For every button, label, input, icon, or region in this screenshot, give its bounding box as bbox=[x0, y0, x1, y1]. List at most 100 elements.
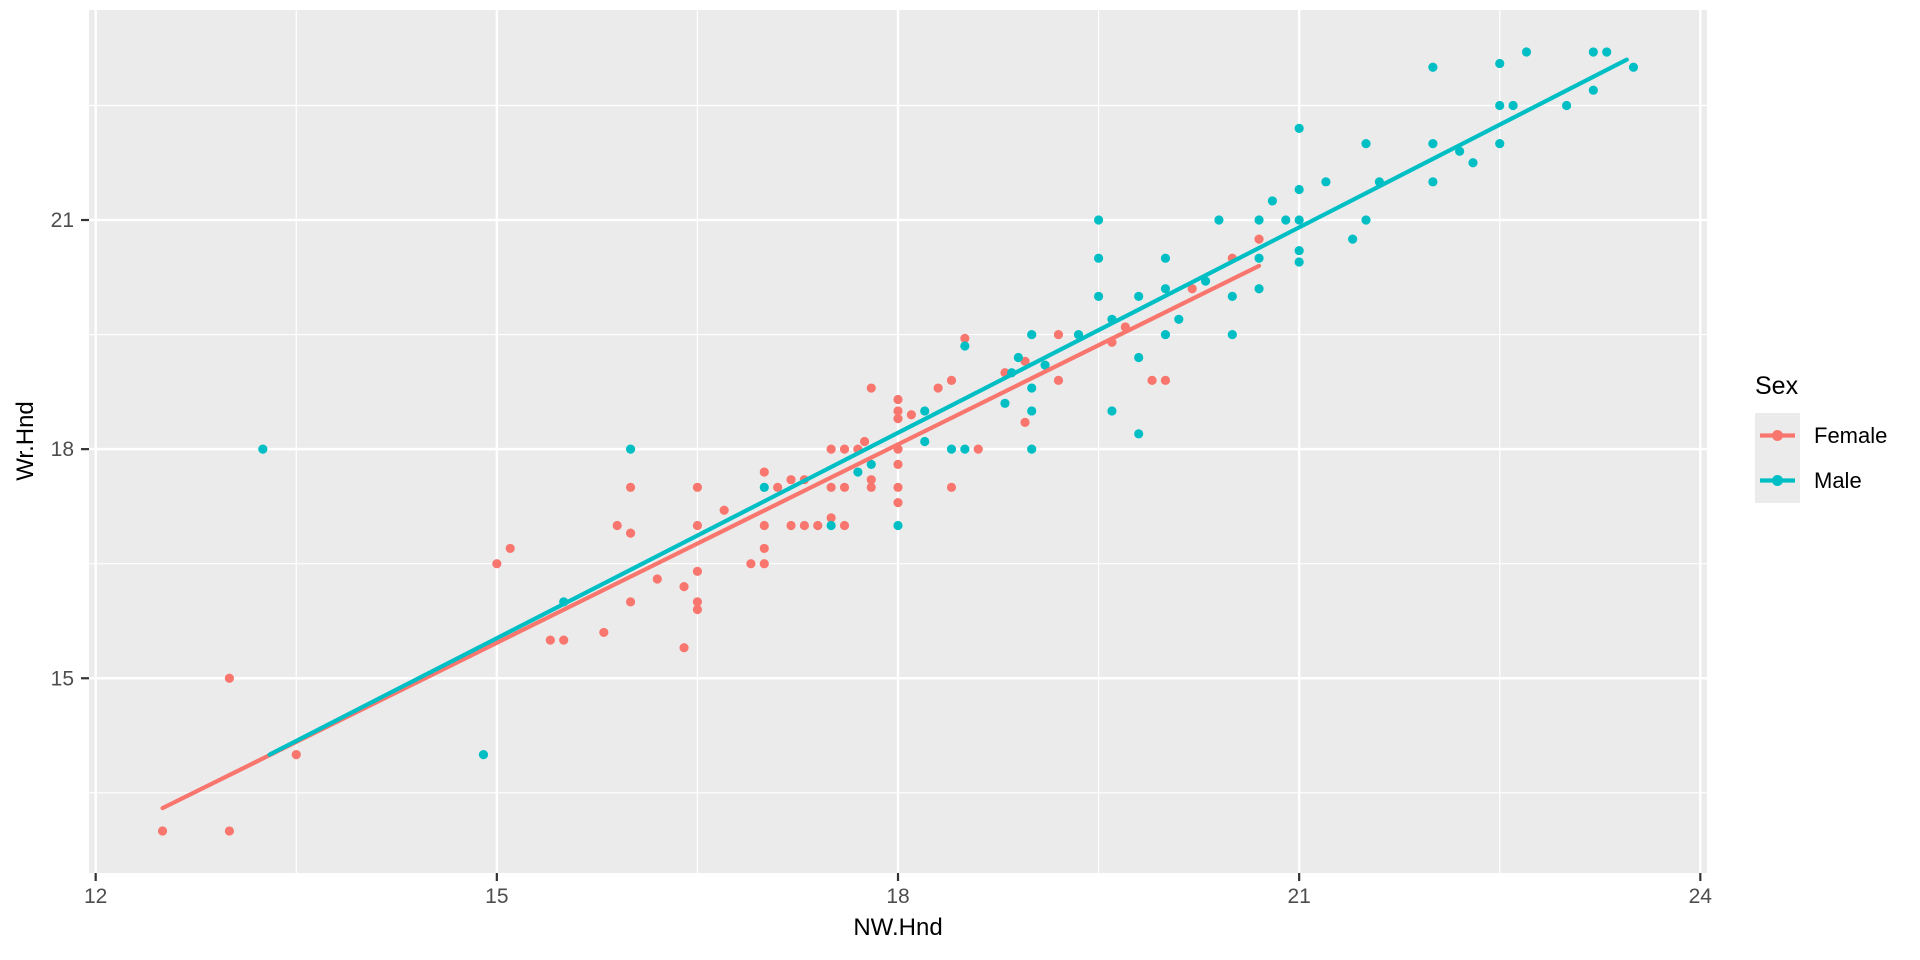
data-point bbox=[1321, 177, 1331, 187]
data-point bbox=[1027, 383, 1037, 393]
data-point bbox=[1521, 47, 1532, 57]
data-point bbox=[1254, 284, 1264, 294]
data-point bbox=[1174, 314, 1184, 324]
data-point bbox=[612, 520, 622, 531]
data-point bbox=[1000, 398, 1010, 408]
data-point bbox=[1027, 444, 1037, 454]
data-point bbox=[1160, 329, 1171, 340]
x-tick-label: 15 bbox=[485, 885, 508, 908]
data-point bbox=[1227, 291, 1237, 301]
data-point bbox=[853, 467, 863, 477]
data-point bbox=[1561, 100, 1572, 111]
data-point bbox=[960, 444, 970, 454]
data-point bbox=[1602, 47, 1612, 57]
data-point bbox=[1348, 234, 1358, 244]
data-point bbox=[224, 826, 235, 836]
y-tick-label: 15 bbox=[51, 667, 74, 690]
data-point bbox=[258, 444, 268, 454]
series-points-female bbox=[157, 234, 1264, 836]
data-point bbox=[946, 444, 957, 454]
data-point bbox=[906, 410, 916, 420]
data-point bbox=[866, 383, 876, 393]
data-point bbox=[679, 643, 689, 653]
data-point bbox=[759, 559, 769, 569]
data-point bbox=[1093, 253, 1104, 263]
data-point bbox=[839, 482, 850, 492]
data-point bbox=[1027, 329, 1037, 340]
data-point bbox=[920, 406, 930, 416]
data-point bbox=[1588, 85, 1598, 95]
data-point bbox=[1361, 215, 1371, 225]
x-tick-label: 12 bbox=[84, 885, 107, 908]
data-point bbox=[1428, 177, 1438, 187]
data-point bbox=[839, 444, 850, 454]
data-point bbox=[1294, 184, 1304, 195]
data-point bbox=[625, 597, 636, 607]
legend-label-male: Male bbox=[1814, 468, 1862, 493]
data-point bbox=[1294, 215, 1304, 225]
x-tick-label: 18 bbox=[886, 885, 909, 908]
data-point bbox=[1254, 253, 1264, 263]
data-point bbox=[625, 528, 636, 538]
data-point bbox=[1020, 417, 1030, 428]
data-point bbox=[946, 375, 957, 386]
data-point bbox=[478, 750, 489, 760]
data-point bbox=[1134, 352, 1144, 363]
y-tick-label: 18 bbox=[51, 438, 74, 461]
data-point bbox=[505, 543, 515, 554]
data-point bbox=[839, 520, 850, 531]
x-axis-tick-labels: 12 15 18 21 24 bbox=[84, 885, 1712, 908]
data-point bbox=[1040, 360, 1050, 370]
data-point bbox=[692, 604, 703, 615]
data-point bbox=[1495, 58, 1505, 69]
data-point bbox=[625, 482, 636, 492]
data-point bbox=[1267, 196, 1278, 206]
data-point bbox=[1093, 215, 1104, 225]
data-point bbox=[933, 383, 943, 393]
data-point bbox=[893, 413, 903, 424]
data-point bbox=[759, 543, 769, 554]
data-point bbox=[1134, 429, 1144, 439]
data-point bbox=[893, 497, 903, 508]
data-point bbox=[786, 475, 796, 485]
data-point bbox=[1027, 406, 1037, 416]
data-point bbox=[599, 627, 609, 638]
data-point bbox=[826, 444, 836, 454]
data-point bbox=[1187, 284, 1197, 294]
data-point bbox=[759, 520, 769, 531]
data-point bbox=[1588, 47, 1598, 57]
data-point bbox=[946, 482, 957, 492]
data-point bbox=[1160, 253, 1171, 263]
data-point bbox=[625, 444, 636, 454]
data-point bbox=[1147, 375, 1157, 386]
data-point bbox=[157, 826, 168, 836]
data-point bbox=[545, 635, 555, 645]
data-point bbox=[1053, 329, 1064, 340]
legend-entry-male: Male bbox=[1755, 458, 1887, 503]
legend-title: Sex bbox=[1755, 372, 1799, 400]
data-point bbox=[492, 559, 502, 569]
data-point bbox=[1455, 146, 1465, 156]
axis-tick-marks bbox=[81, 218, 1702, 881]
data-point bbox=[1495, 100, 1505, 111]
data-point bbox=[1254, 215, 1264, 225]
data-point bbox=[893, 520, 903, 531]
data-point bbox=[866, 459, 876, 470]
data-point bbox=[893, 482, 903, 492]
legend-glyph-female-icon bbox=[1760, 430, 1795, 441]
trend-line-male bbox=[267, 57, 1629, 757]
data-point bbox=[799, 520, 809, 531]
data-point bbox=[1281, 215, 1291, 225]
data-point bbox=[1294, 123, 1304, 133]
data-point bbox=[920, 436, 930, 447]
data-point bbox=[759, 482, 769, 492]
data-point bbox=[1214, 215, 1224, 225]
data-point bbox=[719, 505, 729, 515]
data-point bbox=[746, 559, 756, 569]
data-point bbox=[960, 333, 970, 343]
data-point bbox=[1495, 139, 1505, 149]
legend-entry-female: Female bbox=[1755, 413, 1887, 458]
data-point bbox=[1013, 352, 1023, 363]
